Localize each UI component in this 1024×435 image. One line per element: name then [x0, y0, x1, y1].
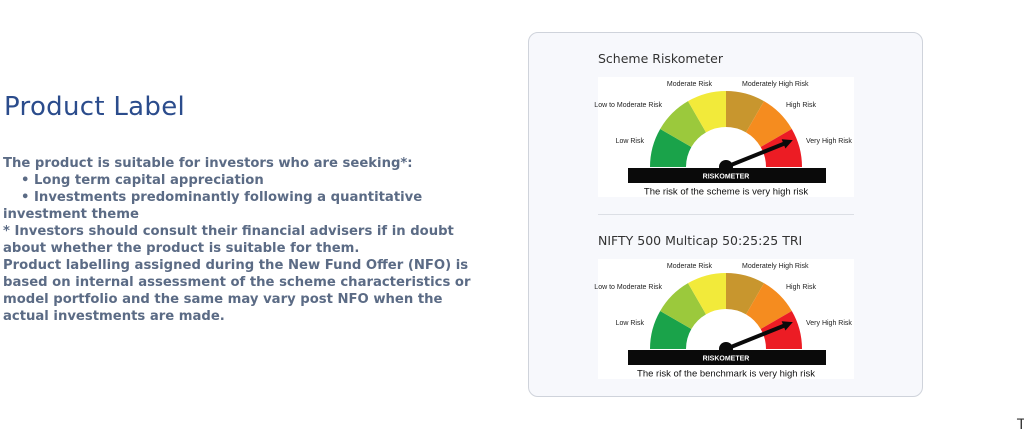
risk-segment — [688, 273, 726, 315]
riskometer-caption: The risk of the benchmark is very high r… — [637, 369, 815, 380]
needle — [725, 322, 788, 351]
risk-segment — [650, 311, 692, 349]
riskometer-caption: The risk of the scheme is very high risk — [644, 187, 808, 198]
risk-level-label: High Risk — [786, 102, 816, 109]
bullet-item: • Investments predominantly following a … — [21, 190, 423, 205]
disclaimer-line: * Investors should consult their financi… — [3, 224, 454, 239]
needle — [725, 140, 788, 169]
risk-segment — [726, 91, 764, 133]
riskometer-card: Scheme Riskometer Low Risk Low to Moderat… — [528, 32, 923, 397]
benchmark-riskometer-title: NIFTY 500 Multicap 50:25:25 TRI — [598, 233, 803, 248]
risk-level-label: Low Risk — [616, 138, 645, 145]
nfo-note-line: Product labelling assigned during the Ne… — [3, 258, 469, 273]
risk-segment — [660, 101, 706, 147]
risk-level-label: Low Risk — [616, 320, 645, 327]
needle-arrowhead — [781, 139, 793, 149]
risk-segment — [650, 129, 692, 167]
scheme-riskometer-title: Scheme Riskometer — [598, 51, 723, 66]
nfo-note-line: based on internal assessment of the sche… — [3, 275, 471, 290]
risk-level-label: Low to Moderate Risk — [594, 284, 662, 291]
riskometer-bar-label: RISKOMETER — [703, 356, 750, 363]
risk-level-label: High Risk — [786, 284, 816, 291]
risk-segment — [746, 283, 792, 329]
risk-level-label: Moderate Risk — [667, 81, 713, 88]
risk-level-label: Moderately High Risk — [742, 81, 809, 88]
riskometer-bar — [628, 350, 826, 365]
risk-segment — [660, 283, 706, 329]
product-description: The product is suitable for investors wh… — [3, 155, 470, 325]
scheme-riskometer: Low Risk Low to Moderate Risk Moderate Ris… — [594, 77, 854, 198]
risk-level-label: Moderate Risk — [667, 263, 713, 270]
bullet-item: • Long term capital appreciation — [21, 173, 264, 188]
risk-level-label: Very High Risk — [806, 320, 852, 327]
disclaimer-line: about whether the product is suitable fo… — [3, 241, 360, 256]
benchmark-riskometer: Low Risk Low to Moderate Risk Moderate Ris… — [594, 259, 854, 380]
risk-level-label: Low to Moderate Risk — [594, 102, 662, 109]
stray-text: T — [1017, 417, 1024, 433]
intro-line: The product is suitable for investors wh… — [3, 156, 413, 171]
riskometer-bar-label: RISKOMETER — [703, 174, 750, 181]
risk-segment — [746, 101, 792, 147]
risk-segment — [760, 129, 802, 167]
risk-level-label: Very High Risk — [806, 138, 852, 145]
risk-segment — [726, 273, 764, 315]
risk-level-label: Moderately High Risk — [742, 263, 809, 270]
needle-arrowhead — [781, 321, 793, 331]
riskometer-bar — [628, 168, 826, 183]
nfo-note-line: actual investments are made. — [3, 309, 225, 324]
divider — [598, 214, 854, 215]
page-title: Product Label — [4, 92, 186, 122]
risk-segment — [760, 311, 802, 349]
risk-segment — [688, 91, 726, 133]
nfo-note-line: model portfolio and the same may vary po… — [3, 292, 443, 307]
bullet-item-cont: investment theme — [3, 207, 139, 222]
